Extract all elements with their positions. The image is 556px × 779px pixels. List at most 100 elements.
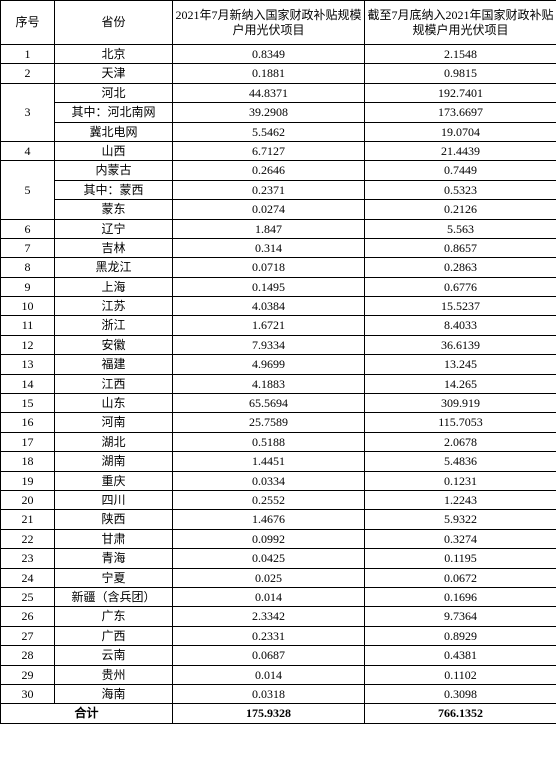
cell-province: 天津 [55, 64, 173, 83]
cell-value-cumulative: 0.4381 [365, 646, 556, 665]
cell-value-july-new: 39.2908 [173, 103, 365, 122]
cell-province: 蒙东 [55, 200, 173, 219]
table-total-row: 合计175.9328766.1352 [1, 704, 556, 723]
table-row: 13福建4.969913.245 [1, 355, 556, 374]
cell-province: 其中：蒙西 [55, 180, 173, 199]
cell-seq: 25 [1, 587, 55, 606]
cell-value-july-new: 0.0334 [173, 471, 365, 490]
table-row: 23青海0.04250.1195 [1, 549, 556, 568]
cell-value-cumulative: 0.5323 [365, 180, 556, 199]
cell-value-cumulative: 13.245 [365, 355, 556, 374]
cell-province: 甘肃 [55, 529, 173, 548]
subsidy-table: 序号 省份 2021年7月新纳入国家财政补贴规模户用光伏项目 截至7月底纳入20… [0, 0, 556, 724]
cell-value-july-new: 0.014 [173, 587, 365, 606]
cell-value-cumulative: 309.919 [365, 394, 556, 413]
cell-seq: 8 [1, 258, 55, 277]
cell-value-july-new: 6.7127 [173, 141, 365, 160]
table-row: 冀北电网5.546219.0704 [1, 122, 556, 141]
cell-seq: 15 [1, 394, 55, 413]
table-row: 8黑龙江0.07180.2863 [1, 258, 556, 277]
cell-province: 山西 [55, 141, 173, 160]
table-row: 25新疆（含兵团）0.0140.1696 [1, 587, 556, 606]
cell-seq: 1 [1, 45, 55, 64]
cell-province: 山东 [55, 394, 173, 413]
table-row: 12安徽7.933436.6139 [1, 335, 556, 354]
cell-value-july-new: 0.2552 [173, 490, 365, 509]
cell-value-cumulative: 15.5237 [365, 297, 556, 316]
table-row: 其中：蒙西0.23710.5323 [1, 180, 556, 199]
cell-province: 北京 [55, 45, 173, 64]
total-value-cumulative: 766.1352 [365, 704, 556, 723]
cell-value-cumulative: 0.2863 [365, 258, 556, 277]
cell-value-july-new: 7.9334 [173, 335, 365, 354]
cell-value-july-new: 1.847 [173, 219, 365, 238]
cell-value-cumulative: 0.2126 [365, 200, 556, 219]
table-header: 序号 省份 2021年7月新纳入国家财政补贴规模户用光伏项目 截至7月底纳入20… [1, 1, 556, 45]
cell-seq: 24 [1, 568, 55, 587]
table-row: 蒙东0.02740.2126 [1, 200, 556, 219]
cell-value-cumulative: 0.6776 [365, 277, 556, 296]
cell-value-cumulative: 14.265 [365, 374, 556, 393]
cell-value-july-new: 0.2371 [173, 180, 365, 199]
table-row: 14江西4.188314.265 [1, 374, 556, 393]
cell-province: 湖北 [55, 432, 173, 451]
cell-value-cumulative: 5.9322 [365, 510, 556, 529]
table-row: 9上海0.14950.6776 [1, 277, 556, 296]
cell-value-july-new: 0.1495 [173, 277, 365, 296]
table-row: 10江苏4.038415.5237 [1, 297, 556, 316]
cell-seq: 26 [1, 607, 55, 626]
cell-value-july-new: 0.5188 [173, 432, 365, 451]
cell-value-cumulative: 5.563 [365, 219, 556, 238]
cell-province: 浙江 [55, 316, 173, 335]
cell-value-july-new: 1.4451 [173, 452, 365, 471]
cell-province: 江西 [55, 374, 173, 393]
cell-value-cumulative: 8.4033 [365, 316, 556, 335]
cell-seq: 13 [1, 355, 55, 374]
header-province: 省份 [55, 1, 173, 45]
cell-value-july-new: 2.3342 [173, 607, 365, 626]
total-label: 合计 [1, 704, 173, 723]
cell-seq: 19 [1, 471, 55, 490]
cell-province: 海南 [55, 684, 173, 703]
table-row: 29贵州0.0140.1102 [1, 665, 556, 684]
cell-seq: 21 [1, 510, 55, 529]
cell-value-july-new: 0.2646 [173, 161, 365, 180]
cell-value-cumulative: 21.4439 [365, 141, 556, 160]
table-row: 24宁夏0.0250.0672 [1, 568, 556, 587]
table-row: 21陕西1.46765.9322 [1, 510, 556, 529]
table-row: 2天津0.18810.9815 [1, 64, 556, 83]
table-row: 20四川0.25521.2243 [1, 490, 556, 509]
cell-province: 冀北电网 [55, 122, 173, 141]
cell-province: 其中：河北南网 [55, 103, 173, 122]
cell-seq: 18 [1, 452, 55, 471]
cell-value-cumulative: 115.7053 [365, 413, 556, 432]
table-row: 其中：河北南网39.2908173.6697 [1, 103, 556, 122]
cell-seq: 7 [1, 238, 55, 257]
cell-seq: 11 [1, 316, 55, 335]
cell-value-july-new: 1.6721 [173, 316, 365, 335]
cell-seq: 30 [1, 684, 55, 703]
cell-province: 宁夏 [55, 568, 173, 587]
table-row: 5内蒙古0.26460.7449 [1, 161, 556, 180]
cell-province: 广东 [55, 607, 173, 626]
cell-value-cumulative: 0.0672 [365, 568, 556, 587]
table-row: 7吉林0.3140.8657 [1, 238, 556, 257]
cell-value-july-new: 0.0318 [173, 684, 365, 703]
cell-province: 福建 [55, 355, 173, 374]
cell-value-cumulative: 0.9815 [365, 64, 556, 83]
cell-province: 湖南 [55, 452, 173, 471]
cell-seq: 20 [1, 490, 55, 509]
table-row: 17湖北0.51882.0678 [1, 432, 556, 451]
table-row: 19重庆0.03340.1231 [1, 471, 556, 490]
cell-value-cumulative: 0.1195 [365, 549, 556, 568]
cell-value-cumulative: 1.2243 [365, 490, 556, 509]
table-row: 11浙江1.67218.4033 [1, 316, 556, 335]
cell-seq: 12 [1, 335, 55, 354]
cell-value-july-new: 4.1883 [173, 374, 365, 393]
cell-seq: 4 [1, 141, 55, 160]
header-seq: 序号 [1, 1, 55, 45]
cell-value-july-new: 0.014 [173, 665, 365, 684]
cell-province: 青海 [55, 549, 173, 568]
cell-province: 贵州 [55, 665, 173, 684]
cell-seq: 28 [1, 646, 55, 665]
